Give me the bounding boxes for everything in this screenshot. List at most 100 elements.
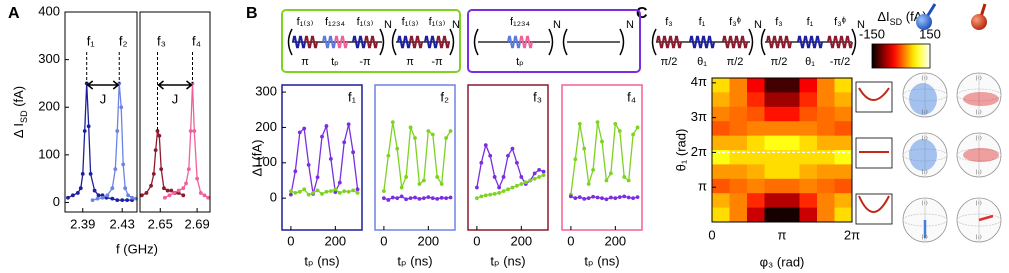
- data-point: [306, 192, 311, 197]
- data-point: [311, 190, 316, 195]
- data-point: [202, 193, 207, 198]
- data-point: [181, 186, 186, 191]
- heatmap-cell: [817, 135, 835, 151]
- data-point: [159, 167, 164, 172]
- pulse: [809, 35, 823, 49]
- heatmap-cell: [817, 121, 835, 137]
- data-point: [435, 196, 440, 201]
- data-point: [448, 195, 453, 200]
- data-point: [404, 197, 409, 202]
- data-point: [483, 193, 488, 198]
- sequence-label: f₁₍₃₎: [402, 16, 419, 28]
- data-point: [635, 195, 640, 200]
- sequence-label: -π/2: [830, 56, 850, 68]
- data-point: [404, 175, 409, 179]
- y-axis-label-part: Δ I: [11, 123, 26, 138]
- data-point: [604, 197, 609, 202]
- series-line: [570, 195, 638, 200]
- heatmap-cell: [712, 92, 730, 108]
- data-point: [532, 171, 537, 176]
- colorbar-tick-label: 150: [919, 26, 941, 41]
- panel-label: B: [246, 5, 258, 22]
- x-tick-label: 200: [417, 233, 439, 248]
- pulse: [722, 35, 736, 49]
- data-point: [188, 129, 193, 133]
- bloch-vector: [978, 214, 994, 222]
- y-tick-label: 100: [38, 146, 60, 161]
- data-point: [165, 188, 170, 193]
- data-point: [430, 132, 435, 137]
- heatmap-cell: [817, 78, 835, 93]
- data-point: [390, 195, 395, 200]
- data-point: [448, 129, 453, 133]
- data-point: [184, 181, 188, 186]
- data-point: [435, 175, 440, 179]
- heatmap-cell: [747, 193, 765, 209]
- data-point: [346, 189, 351, 194]
- arrow: [157, 80, 193, 90]
- data-point: [617, 129, 622, 133]
- bloch-state: [909, 139, 937, 171]
- sequence-label: π: [406, 56, 414, 68]
- chart-title: f₄: [627, 89, 636, 104]
- x-tick-label: 0: [473, 233, 480, 248]
- x-tick-label: 200: [604, 233, 626, 248]
- data-point: [113, 167, 118, 172]
- sequence-label: f₃: [665, 16, 673, 28]
- data-point: [600, 139, 604, 144]
- data-point: [528, 178, 533, 183]
- sequence-label: θ₁: [697, 56, 707, 68]
- data-point: [381, 196, 386, 201]
- sequence-label: π/2: [771, 56, 788, 68]
- sequence-label: N: [626, 19, 634, 31]
- data-point: [320, 192, 324, 196]
- data-point: [600, 196, 604, 201]
- pulse: [689, 35, 703, 49]
- data-point: [288, 189, 293, 193]
- heatmap-cell: [747, 92, 765, 108]
- bloch-label: |↓⟩: [976, 109, 982, 115]
- y-axis-label-part: SD: [19, 110, 29, 123]
- data-point: [510, 146, 515, 151]
- data-point: [523, 180, 528, 185]
- data-point: [78, 186, 83, 191]
- data-point: [617, 195, 622, 200]
- pulse: [734, 35, 748, 49]
- data-point: [293, 190, 298, 195]
- heatmap-cell: [834, 92, 853, 108]
- sequence-label: f₁₍₃₎: [297, 16, 314, 28]
- sequence-label: f₁₍₃₎: [429, 16, 446, 28]
- data-point: [430, 196, 435, 201]
- heatmap-cell: [712, 121, 730, 137]
- bloch-label: |↓⟩: [976, 169, 982, 175]
- sequence-label: N: [384, 19, 392, 31]
- pulse: [352, 35, 366, 49]
- x-axis-label: φ₃ (rad): [760, 254, 805, 269]
- heatmap-cell: [799, 121, 818, 137]
- data-point: [492, 192, 497, 196]
- bloch-label: |↓⟩: [922, 109, 928, 115]
- data-point: [324, 124, 329, 128]
- data-point: [386, 153, 391, 158]
- plot-frame: [467, 84, 549, 231]
- y-axis-label: θ₁ (rad): [673, 129, 688, 172]
- sequence-label: f₁₂₃₄: [325, 16, 346, 28]
- data-point: [622, 194, 627, 199]
- y-tick-label: 100: [255, 154, 277, 169]
- y-tick-label: 3π: [691, 109, 707, 124]
- data-point: [413, 195, 417, 200]
- data-point: [421, 196, 426, 201]
- data-point: [439, 182, 444, 186]
- sequence-label: f₃ᶲ: [729, 16, 741, 28]
- data-point: [355, 190, 360, 195]
- data-point: [577, 122, 582, 126]
- x-tick-label: 200: [510, 233, 532, 248]
- heatmap-cell: [782, 178, 800, 194]
- inset-trace: [858, 87, 890, 101]
- data-point: [506, 187, 510, 192]
- data-point: [151, 172, 156, 176]
- data-point: [342, 189, 347, 193]
- colorbar-label-part: SD: [890, 17, 903, 27]
- sequence-label: f₁₍₃₎: [357, 16, 374, 28]
